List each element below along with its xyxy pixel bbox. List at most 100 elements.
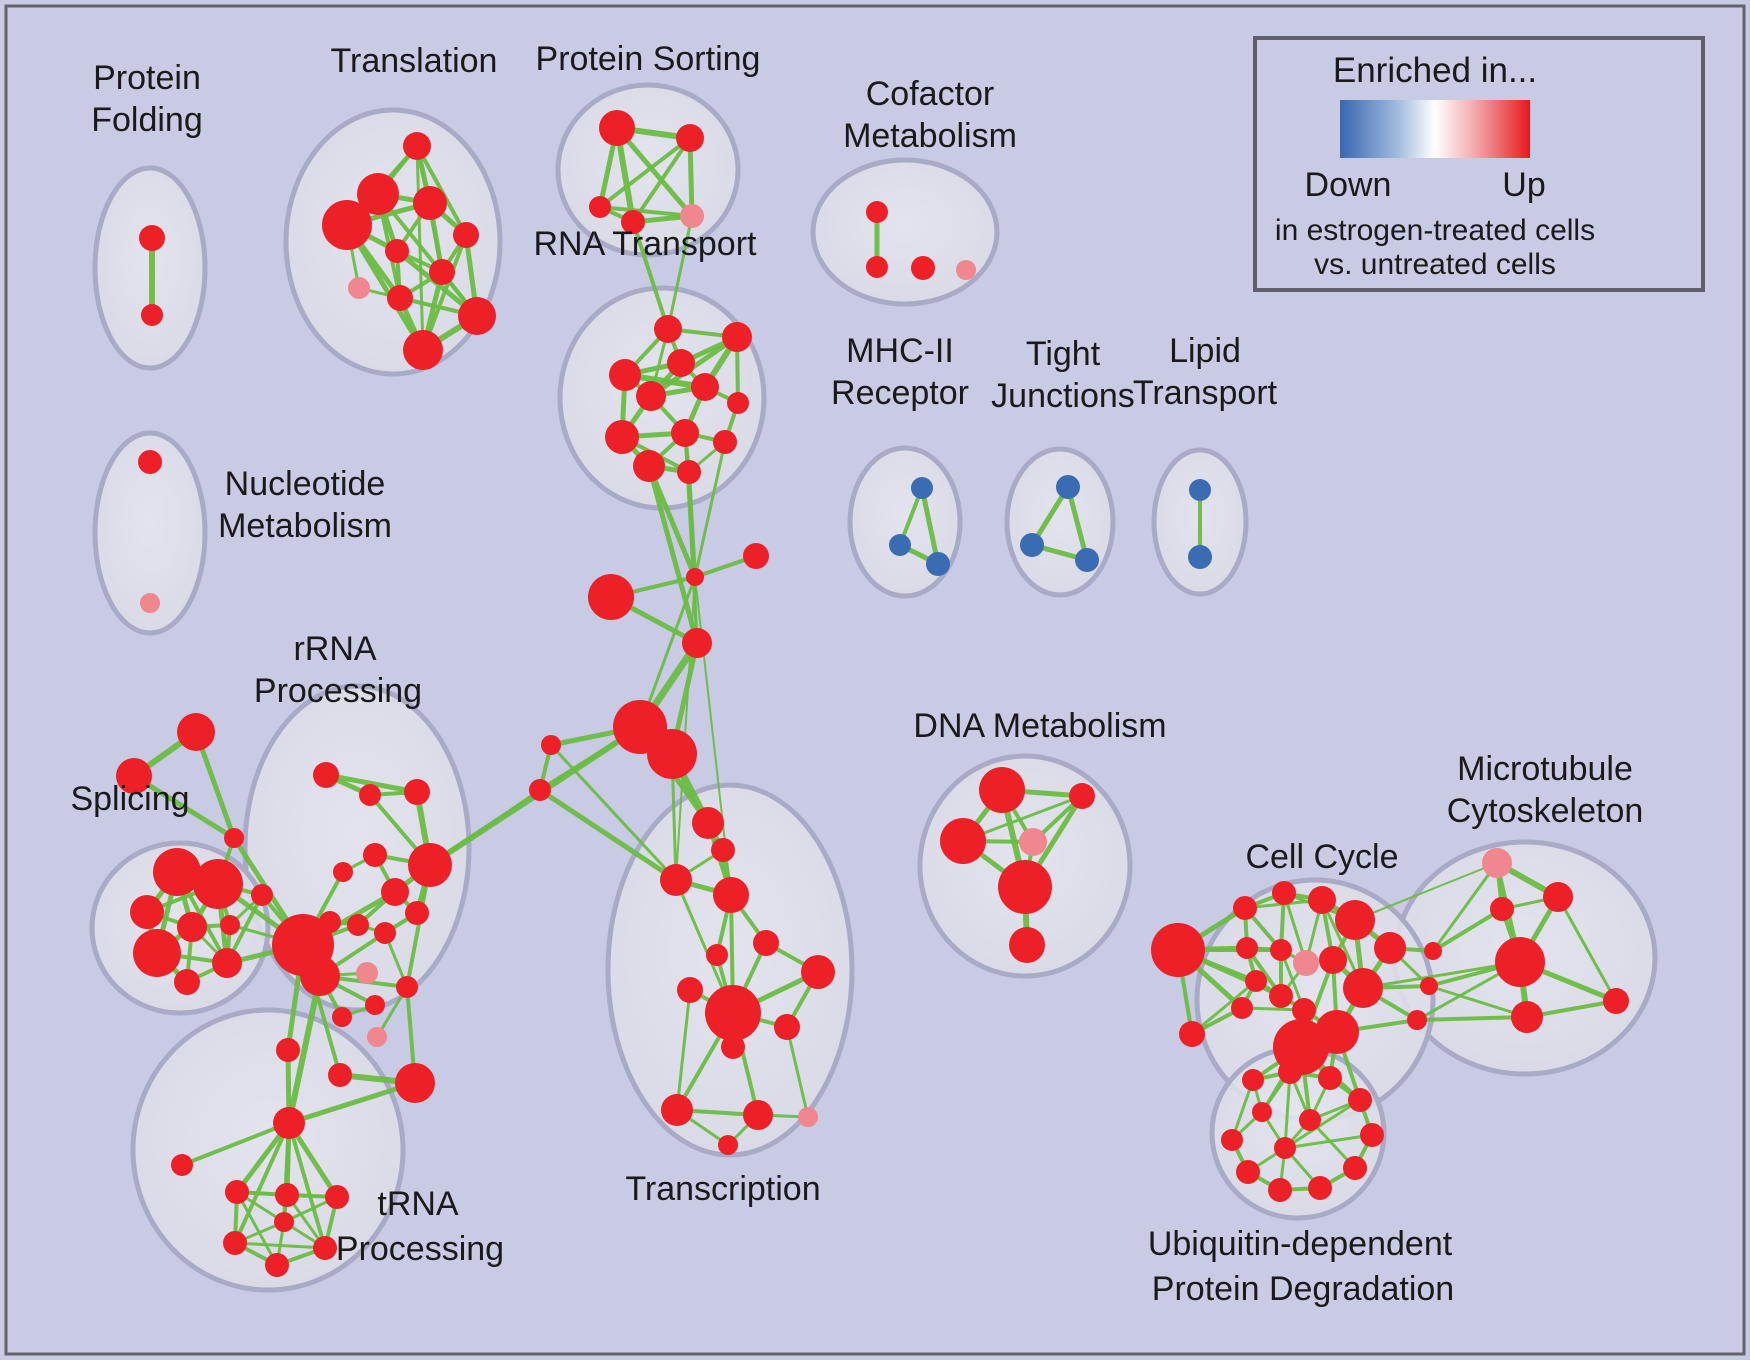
edge-ps2-ps4 [631,136,692,224]
edge-b1-b3 [919,487,941,565]
node-u7 [1308,1176,1332,1200]
node-xh [705,985,761,1041]
node-ps2 [676,124,704,152]
node-s2 [193,859,243,909]
node-c13 [1231,997,1253,1019]
cluster-label-tight-junctions-line2: Junctions [991,377,1135,415]
node-u6 [1343,1156,1367,1180]
node-b8 [1188,545,1212,569]
edge-x9-x13 [785,1026,810,1118]
cluster-label-nucleotide-metabolism-line2: Metabolism [218,507,392,545]
edge-r1-r3 [325,772,418,795]
node-rt8 [605,420,639,454]
node-u11 [1252,1102,1272,1122]
node-r12 [356,962,378,984]
node-cf4 [956,260,976,280]
node-c7 [1270,939,1292,961]
node-d4 [1019,828,1047,856]
node-s3 [130,895,164,929]
node-u4 [1348,1088,1372,1112]
node-sj2 [529,779,551,801]
node-mt5 [1511,1001,1543,1033]
node-big1 [588,574,634,620]
edge-cr2-mt5 [1428,984,1528,1019]
node-r4 [363,843,387,867]
cluster-label-cell-cycle: Cell Cycle [1245,838,1398,876]
node-ps3 [589,196,611,218]
cluster-ellipse-cofactor-metabolism [810,157,1000,307]
node-tt3 [224,828,244,848]
cluster-label-rrna-processing-line1: rRNA [293,630,376,668]
node-ti [171,1154,193,1176]
node-t7 [429,259,455,285]
edge-sj1-x3 [549,743,678,882]
edge-rb2-th [288,1080,416,1126]
figure-border [4,4,1746,1356]
node-u5 [1360,1123,1384,1147]
node-t2 [357,173,399,215]
node-b3 [926,552,950,576]
node-mt2 [1490,897,1514,921]
node-r6 [408,843,452,887]
node-c5 [1374,932,1406,964]
edge-u2-u13 [1283,1071,1292,1149]
node-x11 [661,1094,693,1126]
legend-up-label: Up [1502,166,1545,204]
node-s6 [220,915,240,935]
cluster-label-mhc-ii-receptor-line1: MHC-II [846,332,954,370]
node-c4 [1335,900,1375,940]
edge-ps5-rt1 [666,215,694,330]
node-cr3 [1407,1010,1427,1030]
edge-tr1-tr5 [235,1191,279,1266]
node-s9 [212,948,242,978]
node-cf1 [866,201,888,223]
node-rb2 [395,1063,435,1103]
node-ps5 [680,204,704,228]
node-s8 [174,969,200,995]
node-rt10 [713,430,737,454]
node-tt1 [177,713,215,751]
node-u10 [1221,1129,1243,1151]
edge-j1-x3 [675,576,696,881]
node-b4 [1056,475,1080,499]
edge-sj2-r6 [429,788,541,867]
cluster-label-microtubule-cytoskeleton-line1: Microtubule [1457,750,1633,788]
node-c10 [1319,946,1347,974]
node-b5 [1020,533,1044,557]
node-mt4 [1603,988,1629,1014]
edge-sj2-x3 [538,787,678,883]
node-d5 [998,860,1052,914]
node-r11 [374,922,396,944]
edge-b4-b6 [1065,486,1090,561]
node-d3 [940,818,986,864]
node-j1 [686,568,704,586]
edge-ps2-ps3 [598,136,692,209]
edge-cc0b-c9 [1191,979,1257,1036]
cluster-label-transcription: Transcription [625,1170,820,1208]
cluster-label-rna-transport: RNA Transport [534,225,758,263]
node-x3 [660,864,692,896]
node-d6 [1009,927,1045,963]
node-x8 [677,977,703,1003]
node-r8 [405,901,429,925]
node-s5 [177,912,207,942]
node-cf2 [866,256,888,278]
node-rt9 [671,419,699,447]
node-c9 [1245,970,1267,992]
node-c6 [1236,937,1258,959]
legend-gradient-bar [1340,100,1530,158]
edge-th-ti [181,1121,290,1167]
node-tr2 [275,1183,299,1207]
node-rt7 [727,392,749,414]
node-x13 [798,1107,818,1127]
node-x4 [713,877,749,913]
node-rg2 [300,956,340,996]
node-pf1 [139,225,165,251]
node-s4 [251,884,273,906]
node-c12 [1269,984,1293,1008]
node-x2 [711,838,735,862]
node-rb1 [328,1063,352,1087]
node-hub2 [647,729,697,779]
node-s1 [153,848,201,896]
